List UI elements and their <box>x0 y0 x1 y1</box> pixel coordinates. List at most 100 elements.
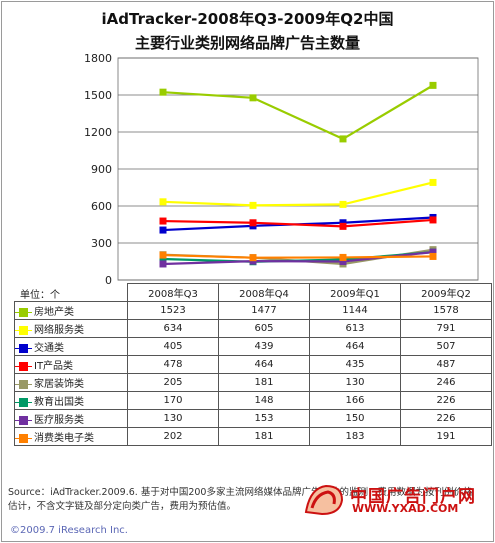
series-name: 网络服务类 <box>34 325 84 336</box>
table-cell: 226 <box>400 391 492 410</box>
table-cell: 791 <box>400 319 492 338</box>
y-tick-label: 900 <box>91 163 112 176</box>
data-point <box>159 260 167 268</box>
series-label-cell: 消费类电子类 <box>14 427 128 446</box>
table-cell: 478 <box>127 355 219 374</box>
watermark-logo: 中国广告门户网 WWW.YXAD.COM <box>300 480 490 520</box>
data-point <box>159 217 167 225</box>
table-cell: 634 <box>127 319 219 338</box>
y-tick-label: 0 <box>105 274 112 287</box>
unit-label: 单位：个 <box>20 290 60 301</box>
data-point <box>249 219 257 227</box>
y-tick-label: 600 <box>91 200 112 213</box>
table-cell: 153 <box>218 409 310 428</box>
watermark-url: WWW.YXAD.COM <box>352 502 459 515</box>
y-tick-label: 300 <box>91 237 112 250</box>
table-header-cell: 2009年Q2 <box>400 283 492 302</box>
source-note: Source：iAdTracker.2009.6. 基于对中国200多家主流网络… <box>8 487 473 512</box>
legend-swatch <box>15 379 32 389</box>
series-label-cell: 教育出国类 <box>14 391 128 410</box>
series-name: 消费类电子类 <box>34 433 94 444</box>
table-cell: 487 <box>400 355 492 374</box>
series-line <box>162 181 434 207</box>
table-cell: 1144 <box>309 301 401 320</box>
data-point <box>429 248 437 256</box>
watermark-main: 中国广告门户网 <box>350 487 476 507</box>
data-point <box>339 253 347 261</box>
table-row: 医疗服务类 130 153 150 226 <box>14 409 492 428</box>
data-point <box>429 178 437 186</box>
table-cell: 226 <box>400 409 492 428</box>
legend-swatch <box>15 325 32 335</box>
series-line <box>162 253 434 259</box>
table-cell: 191 <box>400 427 492 446</box>
table-row: IT产品类 478 464 435 487 <box>14 355 492 374</box>
table-cell: 181 <box>218 427 310 446</box>
series-label-cell: 交通类 <box>14 337 128 356</box>
table-cell: 246 <box>400 373 492 392</box>
series-label-cell: 网络服务类 <box>14 319 128 338</box>
table-cell: 1477 <box>218 301 310 320</box>
chart-title-line2: 主要行业类别网络品牌广告主数量 <box>134 34 360 52</box>
data-point <box>159 226 167 234</box>
data-point <box>159 255 167 263</box>
data-point <box>159 88 167 96</box>
table-cell: 202 <box>127 427 219 446</box>
table-row: 消费类电子类 202 181 183 191 <box>14 427 492 446</box>
series-name: 交通类 <box>34 343 64 354</box>
table-cell: 130 <box>127 409 219 428</box>
table-cell: 181 <box>218 373 310 392</box>
table-cell: 183 <box>309 427 401 446</box>
chart-title-line1: iAdTracker-2008年Q3-2009年Q2中国 <box>101 10 394 28</box>
series-name: 房地产类 <box>34 307 74 318</box>
series-name: 教育出国类 <box>34 397 84 408</box>
series-name: 家居装饰类 <box>34 379 84 390</box>
table-cell: 605 <box>218 319 310 338</box>
y-tick-label: 1500 <box>84 89 112 102</box>
table-header-cell: 2008年Q3 <box>127 283 219 302</box>
legend-swatch <box>15 415 32 425</box>
legend-swatch <box>15 361 32 371</box>
table-cell: 464 <box>309 337 401 356</box>
table-row: 家居装饰类 205 181 130 246 <box>14 373 492 392</box>
table-cell: 130 <box>309 373 401 392</box>
y-tick-label: 1200 <box>84 126 112 139</box>
table-cell: 166 <box>309 391 401 410</box>
series-line <box>162 218 434 228</box>
table-cell: 435 <box>309 355 401 374</box>
series-label-cell: 医疗服务类 <box>14 409 128 428</box>
table-row: 房地产类 1523 1477 1144 1578 <box>14 301 492 320</box>
legend-swatch <box>15 307 32 317</box>
table-header-cell: 2008年Q4 <box>218 283 310 302</box>
copyright-text: ©2009.7 iResearch Inc. <box>10 525 128 536</box>
data-point <box>339 135 347 143</box>
line-chart: 0 300 600 900 1200 1500 1800 <box>84 52 479 287</box>
data-point <box>429 252 437 260</box>
table-header-cell: 2009年Q1 <box>309 283 401 302</box>
data-table: 2008年Q3 2008年Q4 2009年Q1 2009年Q2 房地产类 1523 1477… <box>14 283 492 446</box>
series-line <box>162 84 434 141</box>
data-point <box>339 219 347 227</box>
data-point <box>249 94 257 102</box>
table-cell: 1523 <box>127 301 219 320</box>
table-cell: 170 <box>127 391 219 410</box>
table-cell: 1578 <box>400 301 492 320</box>
table-cell: 439 <box>218 337 310 356</box>
table-row: 交通类 405 439 464 507 <box>14 337 492 356</box>
legend-swatch <box>15 433 32 443</box>
table-cell: 150 <box>309 409 401 428</box>
data-point <box>339 258 347 265</box>
legend-swatch <box>15 397 32 407</box>
series-label-cell: 房地产类 <box>14 301 128 320</box>
table-cell: 464 <box>218 355 310 374</box>
logo-icon <box>304 484 344 516</box>
table-cell: 405 <box>127 337 219 356</box>
series-label-cell: 家居装饰类 <box>14 373 128 392</box>
series-name: IT产品类 <box>34 361 74 372</box>
y-tick-label: 1800 <box>84 52 112 65</box>
data-point <box>159 198 167 206</box>
table-cell: 613 <box>309 319 401 338</box>
data-point <box>339 200 347 208</box>
data-point <box>429 81 437 89</box>
